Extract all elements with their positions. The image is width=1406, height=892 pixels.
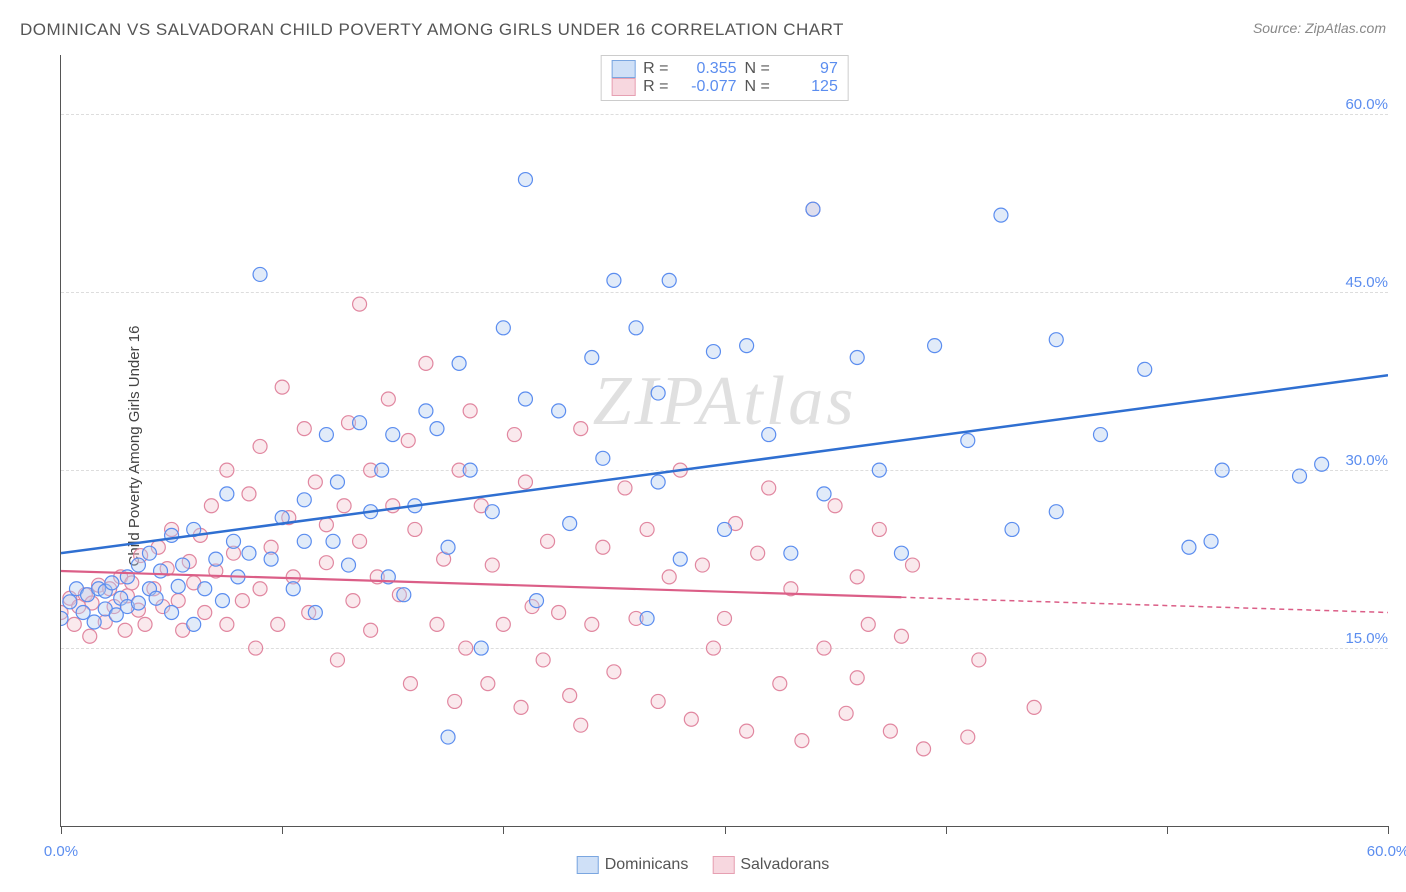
legend-label: Salvadorans — [740, 856, 829, 873]
correlation-legend: R = 0.355 N = 97 R = -0.077 N = 125 — [600, 55, 849, 101]
legend-swatch-salvadorans-icon — [712, 856, 734, 874]
r-value: -0.077 — [677, 78, 737, 96]
r-label: R = — [643, 78, 668, 96]
n-value: 97 — [778, 60, 838, 78]
r-label: R = — [643, 60, 668, 78]
n-label: N = — [745, 78, 770, 96]
series-legend: Dominicans Salvadorans — [577, 856, 830, 874]
n-value: 125 — [778, 78, 838, 96]
plot-area: ZIPAtlas R = 0.355 N = 97 R = -0.077 N =… — [60, 55, 1388, 827]
chart-title: DOMINICAN VS SALVADORAN CHILD POVERTY AM… — [20, 20, 844, 40]
source-label: Source: — [1253, 20, 1305, 36]
scatter-svg — [61, 55, 1388, 826]
legend-swatch-dominicans — [611, 60, 635, 78]
source-attribution: Source: ZipAtlas.com — [1253, 20, 1386, 36]
legend-swatch-dominicans-icon — [577, 856, 599, 874]
legend-item-dominicans: Dominicans — [577, 856, 689, 874]
n-label: N = — [745, 60, 770, 78]
r-value: 0.355 — [677, 60, 737, 78]
legend-label: Dominicans — [605, 856, 689, 873]
source-name: ZipAtlas.com — [1305, 20, 1386, 36]
legend-swatch-salvadorans — [611, 78, 635, 96]
legend-item-salvadorans: Salvadorans — [712, 856, 829, 874]
legend-row-salvadorans: R = -0.077 N = 125 — [611, 78, 838, 96]
legend-row-dominicans: R = 0.355 N = 97 — [611, 60, 838, 78]
